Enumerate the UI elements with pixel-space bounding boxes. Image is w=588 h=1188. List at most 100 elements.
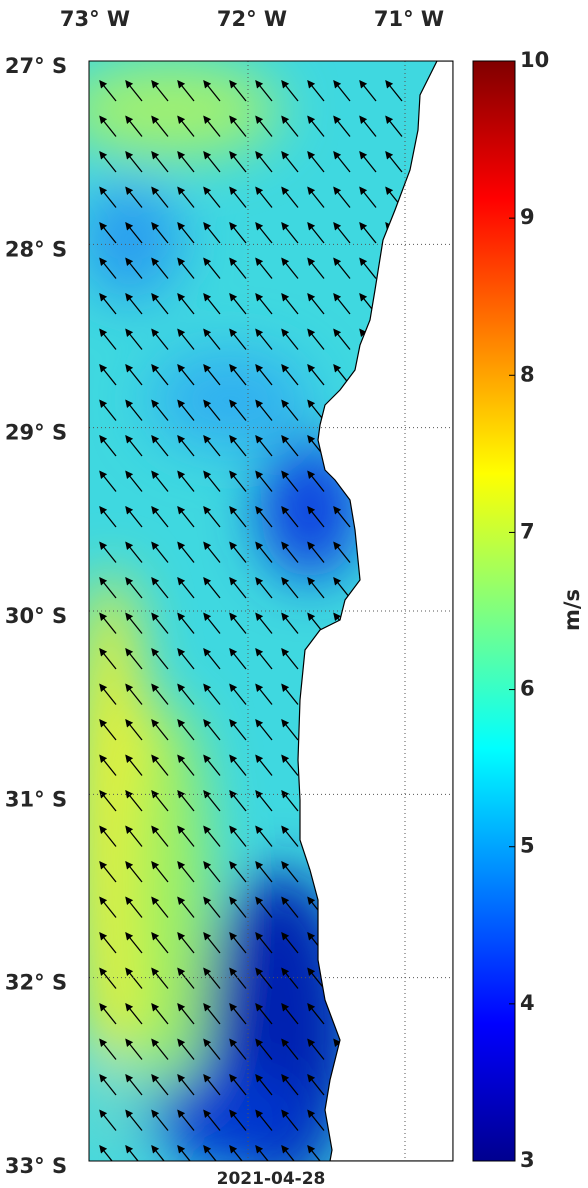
- wind-arrow: [333, 292, 351, 315]
- wind-arrow: [281, 1002, 299, 1025]
- wind-arrow: [255, 79, 273, 102]
- wind-arrow: [255, 505, 273, 528]
- wind-arrow: [229, 931, 247, 954]
- wind-arrow: [255, 967, 273, 989]
- wind-arrow: [151, 896, 169, 918]
- wind-arrow: [125, 1144, 139, 1161]
- wind-arrow: [307, 328, 325, 350]
- wind-arrow: [307, 292, 325, 315]
- wind-arrow: [203, 150, 221, 173]
- wind-arrow: [177, 718, 195, 741]
- lat-label: 27° S: [5, 54, 67, 78]
- wind-arrow: [255, 221, 273, 244]
- wind-arrow: [229, 363, 247, 386]
- wind-arrow: [151, 1002, 169, 1025]
- wind-arrow: [177, 576, 195, 599]
- wind-arrow: [177, 967, 195, 989]
- wind-arrow: [151, 1144, 165, 1161]
- wind-arrow: [281, 931, 299, 954]
- wind-arrow: [229, 292, 247, 315]
- wind-arrow: [281, 896, 299, 918]
- wind-arrow: [203, 647, 221, 670]
- wind-arrow: [203, 434, 221, 457]
- wind-arrow: [333, 115, 351, 137]
- wind-arrow: [151, 789, 169, 812]
- wind-arrow: [229, 683, 247, 705]
- lon-label: 71° W: [374, 7, 444, 31]
- wind-arrow: [281, 186, 299, 208]
- wind-arrow: [125, 292, 143, 315]
- wind-arrow: [99, 470, 117, 492]
- wind-arrow: [125, 434, 143, 457]
- wind-arrow: [151, 754, 169, 776]
- wind-arrow: [151, 1038, 169, 1060]
- wind-arrow: [177, 434, 195, 457]
- wind-arrow: [229, 1073, 247, 1096]
- wind-arrow: [151, 292, 169, 315]
- wind-arrow: [281, 292, 299, 315]
- wind-arrow: [255, 399, 273, 421]
- wind-arrow: [307, 541, 325, 563]
- wind-arrow: [203, 576, 221, 599]
- colorbar: [472, 60, 516, 1162]
- wind-arrow: [307, 221, 325, 244]
- wind-arrow: [99, 434, 117, 457]
- wind-arrow: [255, 754, 273, 776]
- wind-arrow: [255, 150, 273, 173]
- wind-arrow: [255, 1109, 273, 1131]
- wind-arrow: [99, 683, 117, 705]
- wind-arrow: [151, 967, 169, 989]
- wind-arrow: [125, 576, 143, 599]
- wind-arrow: [177, 896, 195, 918]
- wind-arrow: [281, 647, 299, 670]
- wind-arrow: [281, 328, 299, 350]
- wind-arrow: [203, 1038, 221, 1060]
- colorbar-tick-label: 8: [520, 362, 535, 386]
- wind-arrow: [307, 186, 325, 208]
- lat-label: 32° S: [5, 971, 67, 995]
- wind-arrow: [151, 257, 169, 279]
- wind-arrow: [255, 825, 273, 847]
- wind-arrow: [177, 1109, 195, 1131]
- wind-arrow: [333, 150, 351, 173]
- wind-arrow: [333, 257, 351, 279]
- wind-arrow: [177, 257, 195, 279]
- wind-arrow: [229, 150, 247, 173]
- wind-arrow: [359, 79, 377, 102]
- wind-arrow: [177, 470, 195, 492]
- wind-arrow: [281, 789, 299, 812]
- wind-arrow: [307, 115, 325, 137]
- wind-arrow: [229, 115, 247, 137]
- wind-arrow: [177, 825, 195, 847]
- wind-arrow: [229, 896, 247, 918]
- wind-arrow: [125, 825, 143, 847]
- wind-arrow: [151, 860, 169, 883]
- wind-arrow: [229, 257, 247, 279]
- wind-arrow: [177, 505, 195, 528]
- wind-arrow: [255, 1144, 269, 1161]
- wind-arrow: [307, 1038, 325, 1060]
- wind-arrow: [99, 257, 117, 279]
- wind-arrow: [125, 967, 143, 989]
- wind-arrow: [359, 257, 377, 279]
- wind-arrow: [151, 505, 169, 528]
- wind-arrow: [125, 541, 143, 563]
- wind-arrow: [125, 505, 143, 528]
- wind-arrow: [99, 328, 117, 350]
- lon-label: 72° W: [217, 7, 287, 31]
- wind-arrow: [151, 399, 169, 421]
- wind-arrow: [99, 79, 117, 102]
- wind-arrow: [177, 79, 195, 102]
- wind-arrow: [307, 1073, 325, 1096]
- wind-arrow: [203, 363, 221, 386]
- wind-arrow: [151, 79, 169, 102]
- wind-arrow: [281, 257, 299, 279]
- wind-arrow: [203, 186, 221, 208]
- wind-arrow: [333, 186, 351, 208]
- wind-arrow: [203, 612, 221, 634]
- wind-arrow: [307, 470, 325, 492]
- wind-arrow: [125, 470, 143, 492]
- wind-arrow: [125, 1073, 143, 1096]
- wind-arrow: [99, 1073, 117, 1096]
- wind-arrow: [177, 612, 195, 634]
